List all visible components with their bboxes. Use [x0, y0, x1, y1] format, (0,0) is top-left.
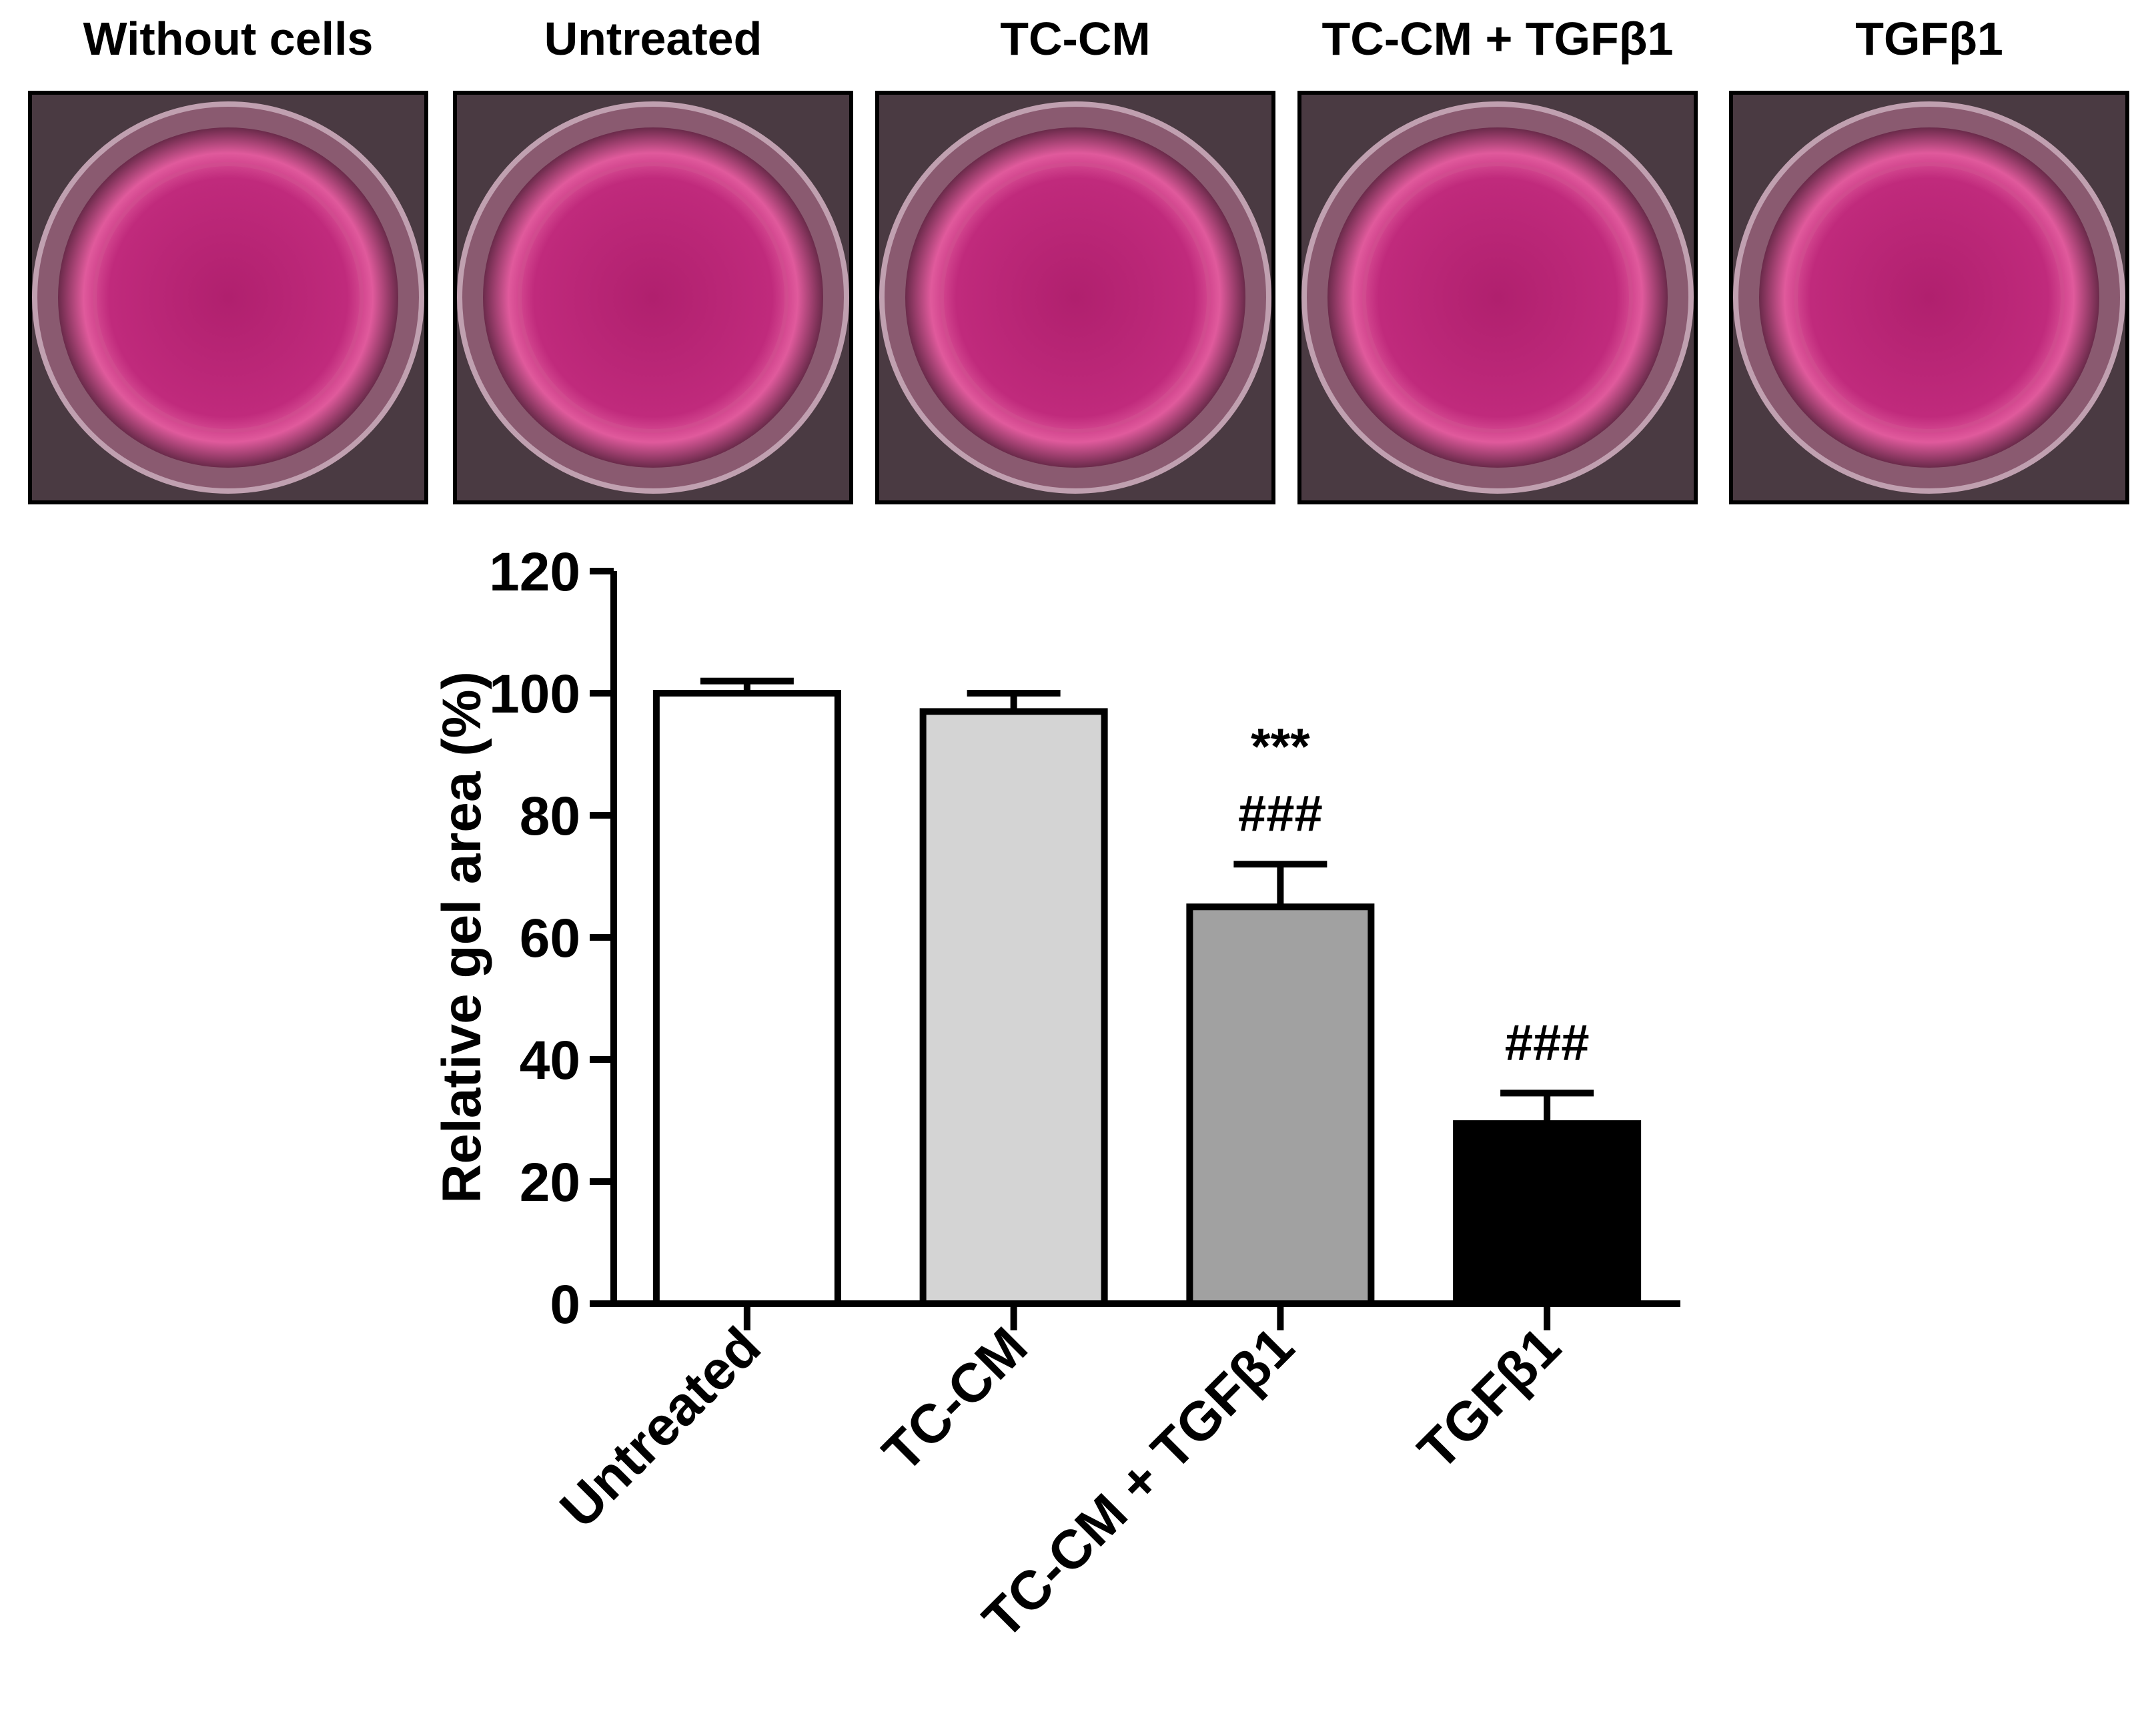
y-tick-label: 100	[489, 664, 580, 725]
well	[905, 127, 1245, 468]
panel-title: Without cells	[83, 13, 374, 65]
y-tick-label: 20	[520, 1152, 580, 1213]
y-axis-label: Relative gel area (%)	[432, 671, 492, 1204]
annotation: ###	[1238, 785, 1323, 842]
y-tick-label: 40	[520, 1030, 580, 1091]
well	[1327, 127, 1668, 468]
panel-title: TC-CM + TGFβ1	[1322, 13, 1674, 65]
panel-title: TC-CM	[1000, 13, 1150, 65]
annotation: ###	[1505, 1014, 1590, 1071]
bar	[1186, 903, 1375, 1307]
y-tick-label: 80	[520, 786, 580, 847]
well-inner	[1362, 162, 1633, 433]
panel-title: Untreated	[544, 13, 762, 65]
bar	[1453, 1120, 1642, 1307]
x-tick-label: TC-CM	[871, 1316, 1039, 1483]
annotation: ***	[1251, 719, 1310, 775]
x-tick-label: TGFβ1	[1407, 1316, 1572, 1481]
well	[483, 127, 823, 468]
well	[1759, 127, 2099, 468]
y-tick-label: 0	[550, 1274, 580, 1335]
well-inner	[1794, 162, 2065, 433]
y-tick-label: 120	[489, 542, 580, 602]
bar	[652, 690, 841, 1307]
x-tick-label: Untreated	[549, 1316, 772, 1539]
y-tick-label: 60	[520, 908, 580, 969]
well-inner	[93, 162, 364, 433]
well-inner	[518, 162, 788, 433]
well-inner	[940, 162, 1211, 433]
well	[58, 127, 398, 468]
panel-title: TGFβ1	[1855, 13, 2003, 65]
bar	[919, 708, 1108, 1307]
